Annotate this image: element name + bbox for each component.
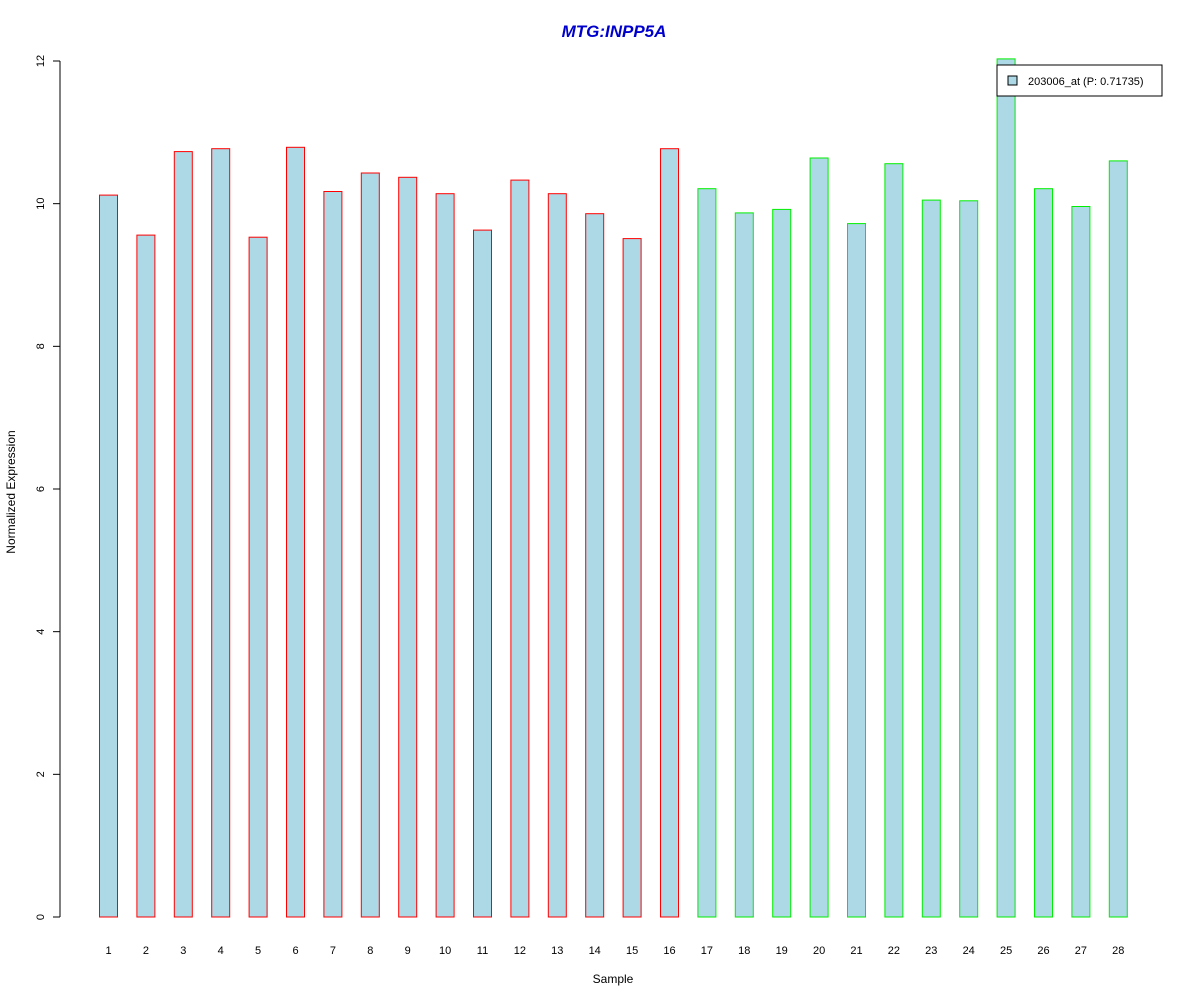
x-tick-label: 20 [813,945,825,957]
bar [323,191,343,918]
bar [697,188,717,918]
x-tick-label: 28 [1112,945,1124,957]
x-tick-label: 27 [1075,945,1087,957]
chart-title: MTG:INPP5A [562,22,667,41]
bar [398,176,418,918]
bar [473,229,492,918]
x-axis-tick-labels: 1 2 3 4 5 6 7 8 9 10 11 12 13 14 15 16 17 18 19 20 21 22 23 24 2… [105,945,1124,957]
x-axis-label: Sample [593,972,634,986]
bars-group [99,58,1128,918]
x-tick-label: 19 [776,945,788,957]
bar [173,151,193,918]
x-tick-label: 10 [439,945,451,957]
bar [286,146,305,918]
bar [1071,206,1091,918]
x-tick-label: 26 [1037,945,1049,957]
y-tick-label: 6 [35,486,47,492]
y-axis-label: Normalized Expression [4,430,18,553]
bar [809,157,829,918]
bar [959,200,979,918]
x-tick-label: 5 [255,945,261,957]
x-tick-label: 2 [143,945,149,957]
y-tick-label: 12 [35,55,47,67]
y-tick-label: 4 [35,629,47,635]
bar [211,148,231,918]
y-axis: 0 2 4 6 8 10 12 [35,55,61,920]
legend-entry: 203006_at (P: 0.71735) [1028,76,1144,88]
x-tick-label: 18 [738,945,750,957]
x-tick-label: 24 [963,945,975,957]
bar [510,179,530,918]
bar [921,199,941,918]
x-tick-label: 9 [405,945,411,957]
x-tick-label: 3 [180,945,186,957]
x-tick-label: 7 [330,945,336,957]
bar [99,194,118,918]
bar [547,193,567,918]
x-tick-label: 13 [551,945,563,957]
x-tick-label: 6 [292,945,298,957]
y-tick-label: 10 [35,198,47,210]
bar [248,236,268,918]
bar [585,213,605,918]
x-tick-label: 16 [663,945,675,957]
x-tick-label: 21 [850,945,862,957]
legend-swatch [1007,75,1018,86]
x-tick-label: 14 [589,945,601,957]
x-tick-label: 23 [925,945,937,957]
legend-box [996,64,1163,97]
bar [660,148,679,918]
x-tick-label: 11 [477,945,488,957]
bar [772,208,792,918]
bar [622,238,642,918]
bar [136,234,156,918]
bar [884,163,904,918]
x-tick-label: 17 [701,945,713,957]
bar [847,223,866,918]
bar [996,58,1016,918]
y-tick-label: 0 [35,914,47,920]
y-tick-label: 8 [35,343,47,349]
x-tick-label: 8 [367,945,373,957]
legend: 203006_at (P: 0.71735) [996,64,1163,97]
x-tick-label: 15 [626,945,638,957]
bar [734,212,754,918]
x-tick-label: 25 [1000,945,1012,957]
x-tick-label: 12 [514,945,526,957]
bar [435,193,455,918]
x-tick-label: 22 [888,945,900,957]
bar [1034,188,1053,918]
y-tick-label: 2 [35,771,47,777]
x-tick-label: 4 [218,945,224,957]
bar [360,172,380,918]
x-tick-label: 1 [105,945,111,957]
bar [1108,160,1128,918]
